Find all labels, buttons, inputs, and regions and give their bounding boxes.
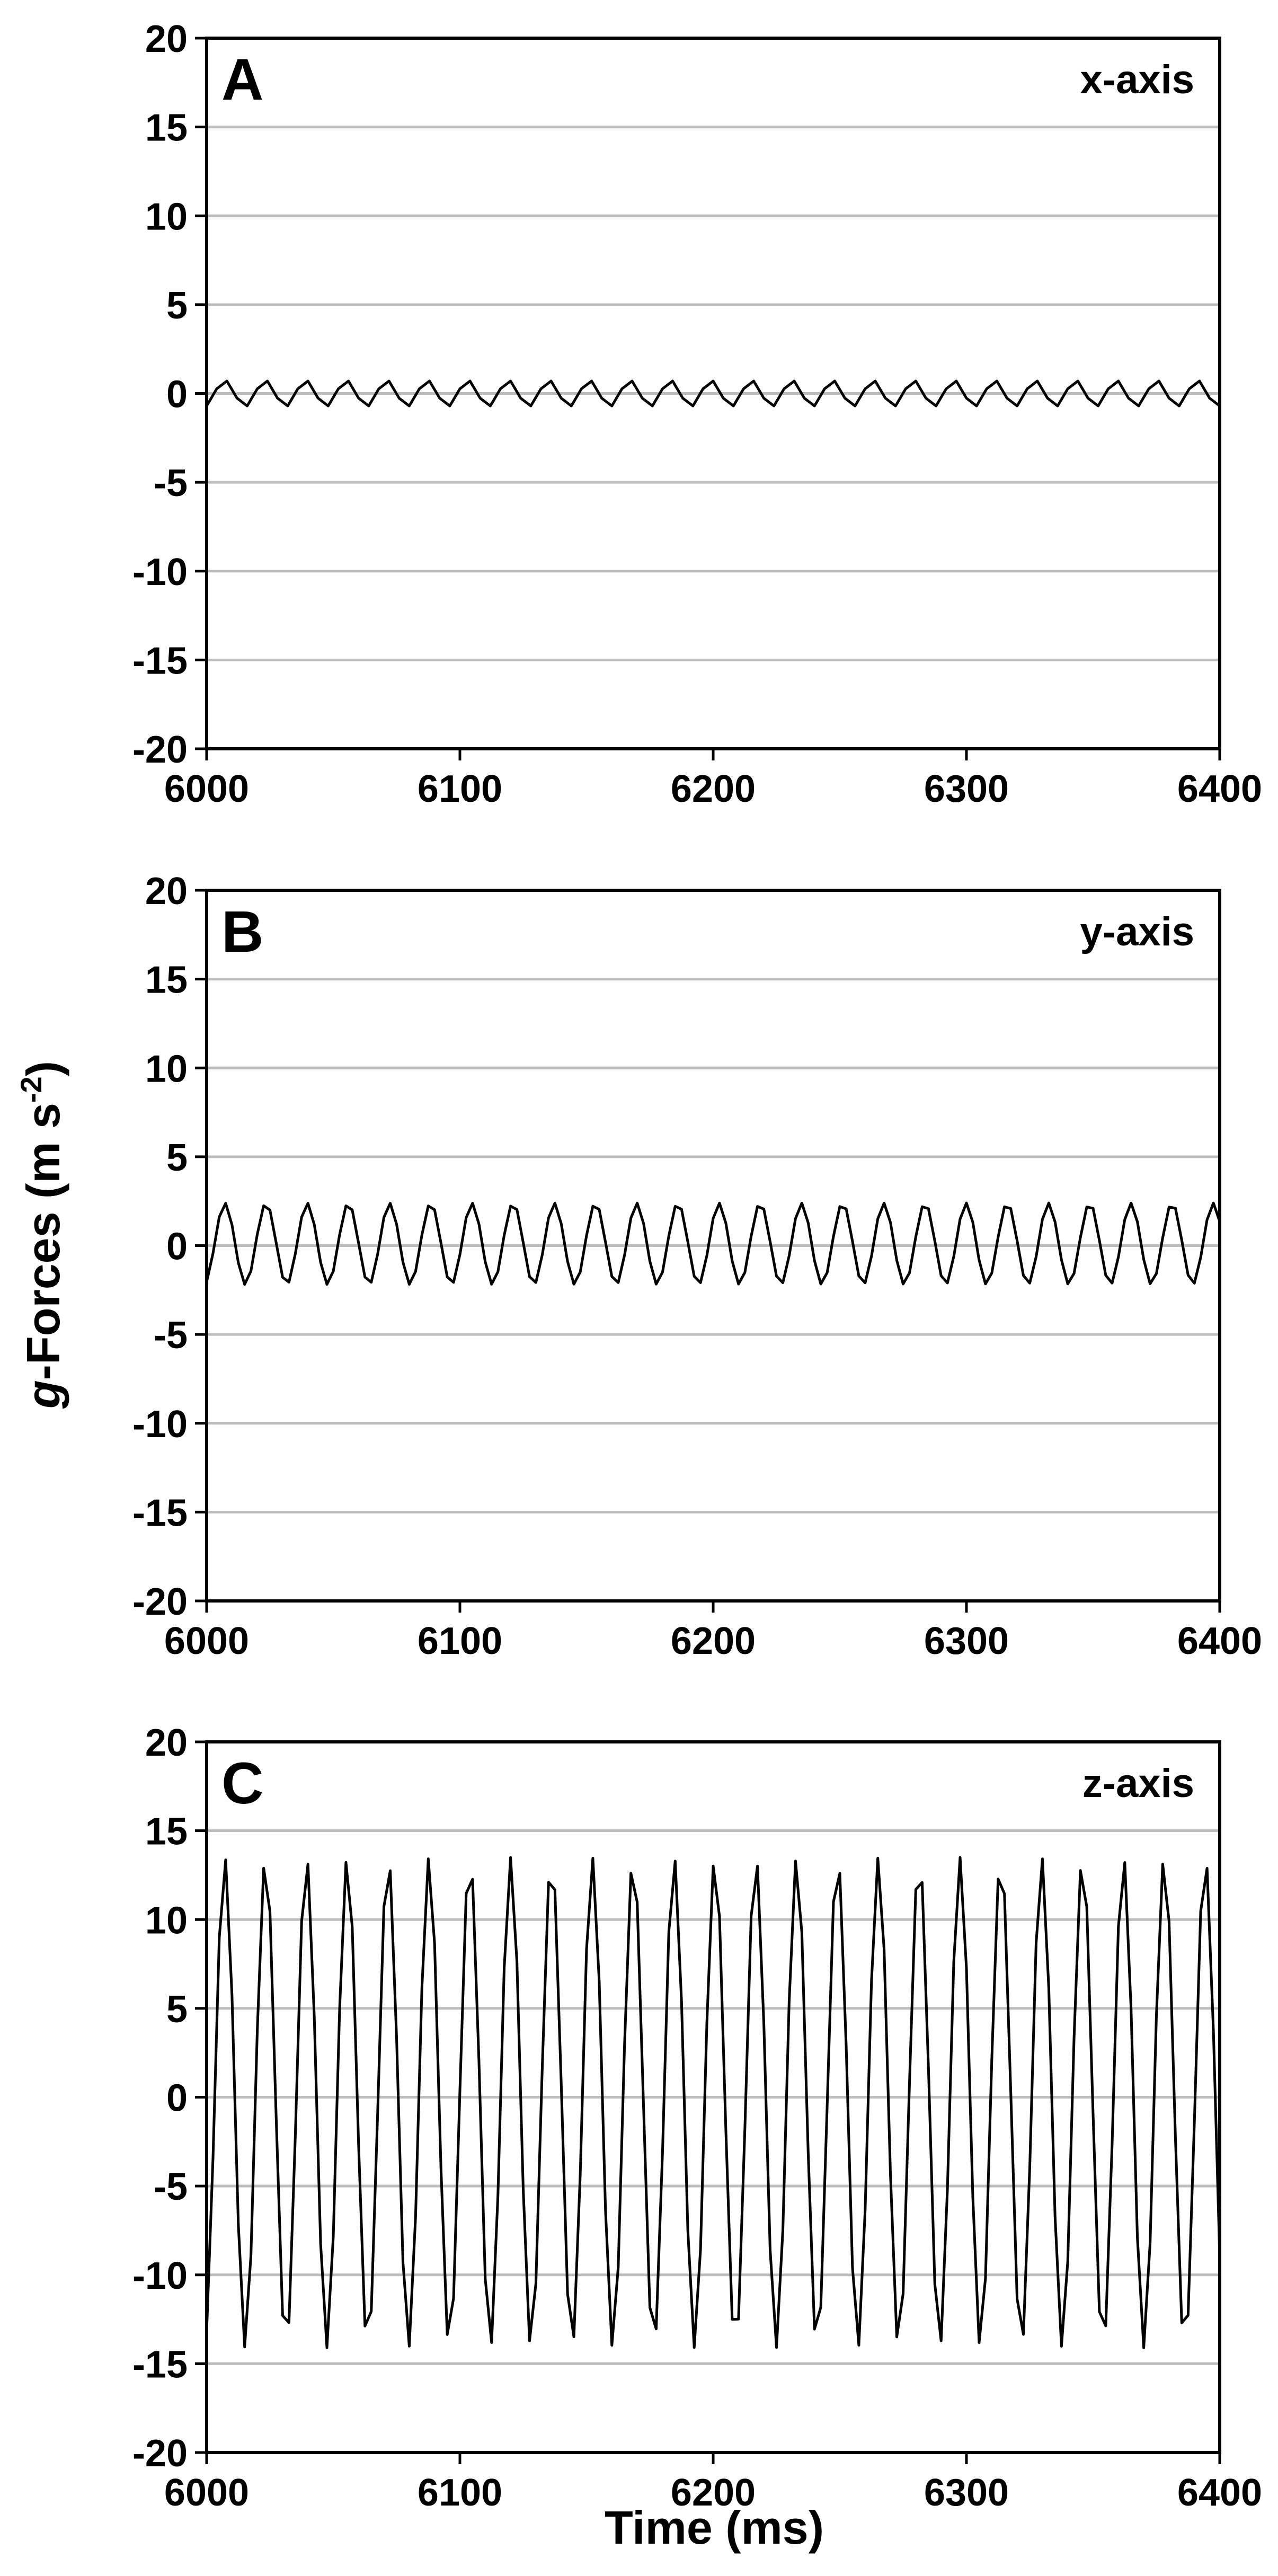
y-tick-label: 15 xyxy=(145,107,188,149)
y-tick-label: 15 xyxy=(145,1811,188,1853)
x-tick-label: 6000 xyxy=(164,768,249,810)
x-axis-title: Time (ms) xyxy=(605,2501,824,2554)
series-line xyxy=(205,379,1221,408)
y-tick-label: 20 xyxy=(145,1722,188,1764)
x-tick-label: 6000 xyxy=(164,1620,249,1662)
y-tick-label: -10 xyxy=(132,2255,188,2297)
y-tick-label: -15 xyxy=(132,640,188,682)
x-tick-label: 6000 xyxy=(164,2472,249,2514)
x-tick-label: 6200 xyxy=(671,2472,756,2514)
x-tick-label: 6300 xyxy=(924,2472,1009,2514)
panel-axis-label: x-axis xyxy=(1080,57,1195,102)
y-tick-label: 10 xyxy=(145,196,188,238)
series-line xyxy=(205,1201,1221,1286)
panel-axis-label: z-axis xyxy=(1082,1761,1194,1806)
panel-letter: C xyxy=(221,1751,263,1816)
y-tick-label: 5 xyxy=(166,1137,188,1179)
x-tick-label: 6400 xyxy=(1177,1620,1262,1662)
y-tick-label: 0 xyxy=(166,374,188,416)
y-tick-label: 5 xyxy=(166,1988,188,2031)
x-tick-label: 6400 xyxy=(1177,768,1262,810)
y-tick-label: -15 xyxy=(132,2343,188,2386)
y-tick-label: -20 xyxy=(132,2432,188,2475)
y-tick-label: -10 xyxy=(132,551,188,594)
panel-letter: B xyxy=(221,899,263,964)
x-tick-label: 6300 xyxy=(924,1620,1009,1662)
y-tick-label: 0 xyxy=(166,1226,188,1268)
y-tick-label: 0 xyxy=(166,2077,188,2120)
x-tick-label: 6100 xyxy=(418,768,502,810)
y-tick-label: -10 xyxy=(132,1403,188,1446)
y-tick-label: 20 xyxy=(145,870,188,913)
y-tick-label: 5 xyxy=(166,285,188,327)
x-tick-label: 6200 xyxy=(671,1620,756,1662)
x-tick-label: 6200 xyxy=(671,768,756,810)
y-axis-title-main: -Forces (m s xyxy=(17,1103,69,1380)
y-tick-label: -15 xyxy=(132,1492,188,1534)
y-tick-label: -20 xyxy=(132,729,188,771)
y-axis-title-italic: g xyxy=(17,1380,69,1409)
y-tick-label: -5 xyxy=(154,2166,188,2208)
y-axis-title-close: ) xyxy=(17,1061,69,1076)
y-tick-label: 20 xyxy=(145,18,188,60)
y-tick-label: -20 xyxy=(132,1581,188,1623)
y-tick-label: 10 xyxy=(145,1899,188,1942)
y-tick-label: -5 xyxy=(154,1314,188,1357)
panel-letter: A xyxy=(221,47,263,112)
x-tick-label: 6400 xyxy=(1177,2472,1262,2514)
y-tick-label: -5 xyxy=(154,462,188,504)
x-tick-label: 6100 xyxy=(418,2472,502,2514)
series-line xyxy=(205,1856,1221,2349)
y-axis-title: g-Forces (m s-2) xyxy=(14,1061,69,1409)
x-tick-label: 6300 xyxy=(924,768,1009,810)
y-axis-title-superscript: -2 xyxy=(14,1076,48,1103)
y-tick-label: 15 xyxy=(145,959,188,1002)
panel-axis-label: y-axis xyxy=(1080,909,1195,954)
x-tick-label: 6100 xyxy=(418,1620,502,1662)
y-tick-label: 10 xyxy=(145,1048,188,1090)
